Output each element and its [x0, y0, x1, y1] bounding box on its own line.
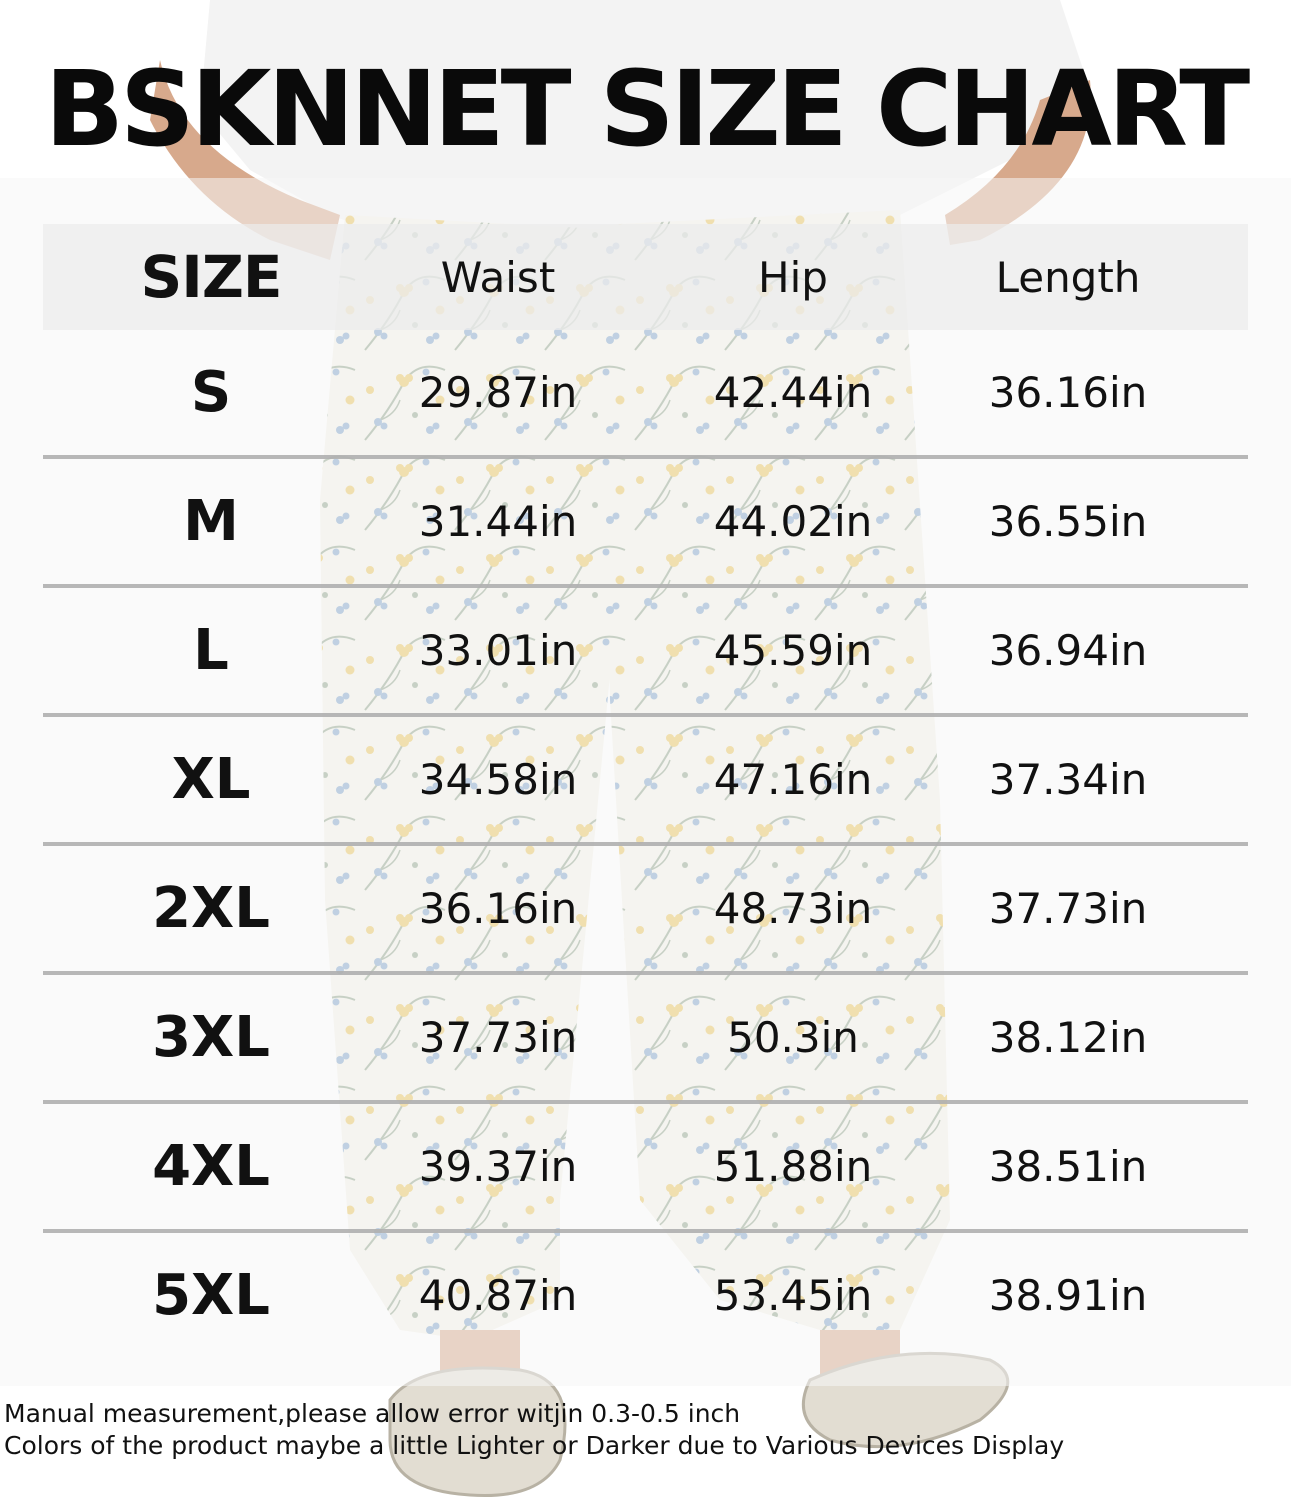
hip-cell: 51.88in	[713, 1142, 873, 1191]
length-cell: 36.55in	[988, 497, 1148, 546]
size-cell: 4XL	[152, 1134, 270, 1199]
hip-cell: 48.73in	[713, 884, 873, 933]
header-hip: Hip	[758, 252, 828, 302]
size-cell: M	[183, 489, 239, 554]
chart-panel	[0, 178, 1291, 1386]
table-row: L 33.01in 45.59in 36.94in	[43, 588, 1248, 717]
length-cell: 38.12in	[988, 1013, 1148, 1062]
hip-cell: 42.44in	[713, 368, 873, 417]
waist-cell: 34.58in	[418, 755, 578, 804]
page-title: BSKNNET SIZE CHART	[44, 48, 1251, 170]
header-size: SIZE	[140, 243, 282, 311]
header-length: Length	[995, 252, 1141, 302]
length-cell: 36.94in	[988, 626, 1148, 675]
hip-cell: 44.02in	[713, 497, 873, 546]
size-cell: 5XL	[152, 1263, 270, 1328]
waist-cell: 39.37in	[418, 1142, 578, 1191]
color-note: Colors of the product maybe a little Lig…	[4, 1431, 1065, 1460]
size-cell: XL	[171, 747, 251, 812]
header-waist: Waist	[440, 252, 556, 302]
waist-cell: 37.73in	[418, 1013, 578, 1062]
waist-cell: 33.01in	[418, 626, 578, 675]
table-header-row: SIZE Waist Hip Length	[43, 224, 1248, 330]
table-row: S 29.87in 42.44in 36.16in	[43, 330, 1248, 459]
size-table: SIZE Waist Hip Length S 29.87in 42.44in …	[43, 224, 1248, 1358]
table-row: 4XL 39.37in 51.88in 38.51in	[43, 1104, 1248, 1233]
table-row: 3XL 37.73in 50.3in 38.12in	[43, 975, 1248, 1104]
length-cell: 37.73in	[988, 884, 1148, 933]
length-cell: 38.51in	[988, 1142, 1148, 1191]
table-row: M 31.44in 44.02in 36.55in	[43, 459, 1248, 588]
size-cell: 2XL	[152, 876, 270, 941]
hip-cell: 47.16in	[713, 755, 873, 804]
size-cell: S	[190, 360, 232, 425]
length-cell: 36.16in	[988, 368, 1148, 417]
table-row: XL 34.58in 47.16in 37.34in	[43, 717, 1248, 846]
hip-cell: 45.59in	[713, 626, 873, 675]
length-cell: 37.34in	[988, 755, 1148, 804]
size-cell: L	[193, 618, 229, 683]
waist-cell: 31.44in	[418, 497, 578, 546]
measurement-note: Manual measurement,please allow error wi…	[4, 1399, 741, 1428]
waist-cell: 29.87in	[418, 368, 578, 417]
footer-notes: Manual measurement,please allow error wi…	[4, 1398, 1064, 1462]
table-row: 5XL 40.87in 53.45in 38.91in	[43, 1233, 1248, 1358]
hip-cell: 53.45in	[713, 1271, 873, 1320]
size-cell: 3XL	[152, 1005, 270, 1070]
table-row: 2XL 36.16in 48.73in 37.73in	[43, 846, 1248, 975]
length-cell: 38.91in	[988, 1271, 1148, 1320]
waist-cell: 40.87in	[418, 1271, 578, 1320]
hip-cell: 50.3in	[727, 1013, 859, 1062]
waist-cell: 36.16in	[418, 884, 578, 933]
